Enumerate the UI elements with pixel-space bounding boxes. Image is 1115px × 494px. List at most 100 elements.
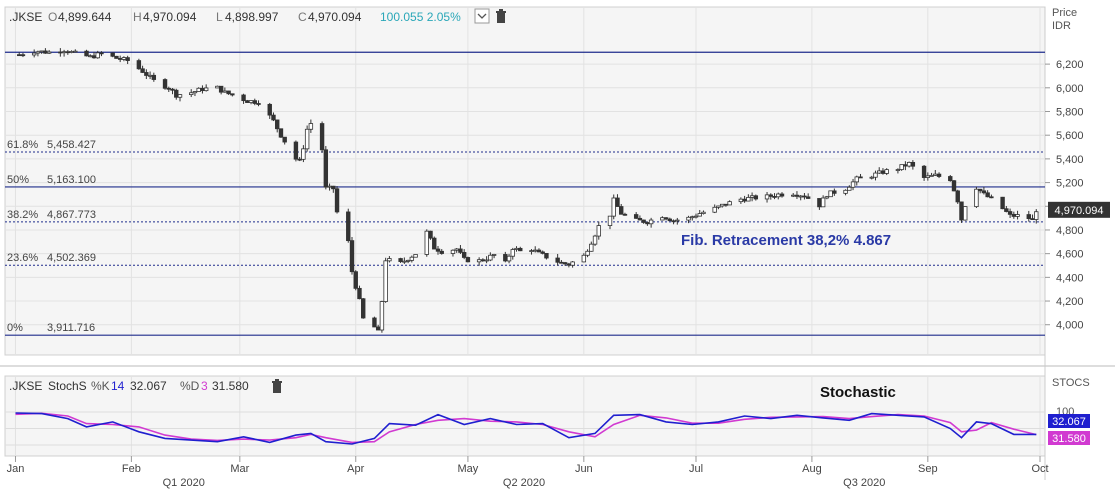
candle-up <box>660 217 665 221</box>
header-open-value: 4,899.644 <box>58 10 112 24</box>
candle-up <box>791 194 796 197</box>
candle-down <box>319 123 325 151</box>
candle-up <box>925 175 931 178</box>
candle-down <box>622 213 628 216</box>
candle-up <box>828 190 833 198</box>
candle-up <box>592 235 598 245</box>
fib-value-label: 4,502.369 <box>47 252 96 264</box>
quarter-label: Q2 2020 <box>503 477 545 489</box>
stoch-d-value: 31.580 <box>212 379 249 393</box>
candle-down <box>559 261 564 264</box>
candle-up <box>147 74 153 77</box>
candle-down <box>880 170 886 174</box>
candle-down <box>275 119 280 130</box>
candle-down <box>331 185 336 190</box>
candle-down <box>256 103 261 105</box>
candle-up <box>73 50 78 53</box>
candle-up <box>764 194 770 200</box>
month-label: Oct <box>1031 463 1048 475</box>
candle-up <box>589 243 594 252</box>
header-dropdown-button[interactable] <box>474 8 490 24</box>
candle-down <box>465 257 471 263</box>
candle-down <box>817 198 822 208</box>
candle-down <box>43 50 48 54</box>
trash-icon[interactable] <box>496 9 506 23</box>
month-label: Sep <box>918 463 938 475</box>
candle-up <box>581 254 587 263</box>
candle-down <box>562 262 568 265</box>
candle-down <box>544 252 549 259</box>
price-axis-currency: IDR <box>1052 20 1071 32</box>
month-label: May <box>458 463 479 475</box>
candle-down <box>555 257 560 263</box>
candle-down <box>948 176 953 182</box>
candle-up <box>488 254 493 261</box>
candle-up <box>974 188 979 208</box>
fib-value-label: 5,458.427 <box>47 139 96 151</box>
candle-down <box>252 100 257 104</box>
candle-up <box>1034 211 1039 220</box>
candle-up <box>648 219 654 225</box>
stoch-k-label: %K <box>91 379 110 393</box>
last-price-label: 4,970.094 <box>1055 205 1104 217</box>
price-tick-label: 5,600 <box>1056 130 1084 142</box>
candle-down <box>136 60 142 70</box>
header-high-label: H <box>133 10 142 24</box>
candle-down <box>641 219 646 223</box>
candle-up <box>877 170 882 174</box>
candle-down <box>858 176 863 179</box>
candle-up <box>850 181 856 188</box>
candle-down <box>936 173 942 177</box>
stoch-k-period: 14 <box>111 379 125 393</box>
candle-down <box>17 54 22 57</box>
month-label: Jun <box>575 463 593 475</box>
candle-up <box>121 57 127 60</box>
header-symbol: .JKSE <box>9 10 42 24</box>
candle-down <box>989 196 994 199</box>
fib-pct-label: 0% <box>7 322 23 334</box>
candle-up <box>196 87 201 92</box>
candle-down <box>461 252 467 258</box>
candle-down <box>768 194 773 197</box>
stoch-trash-icon[interactable] <box>272 379 282 393</box>
candle-up <box>690 216 695 219</box>
stoch-d-label: %D <box>180 379 200 393</box>
candle-up <box>510 249 515 257</box>
stoch-d-badge-text: 31.580 <box>1052 433 1086 445</box>
month-label: Feb <box>122 463 141 475</box>
candle-up <box>596 225 601 237</box>
candle-down <box>540 251 545 254</box>
candle-down <box>432 237 437 250</box>
candle-up <box>701 211 706 214</box>
candle-down <box>903 164 908 167</box>
candle-up <box>387 258 392 262</box>
candle-down <box>645 222 650 225</box>
candle-up <box>95 52 100 59</box>
candle-down <box>278 128 284 138</box>
candle-down <box>58 51 63 54</box>
candle-up <box>304 128 310 150</box>
candle-down <box>985 192 990 198</box>
price-tick-label: 4,000 <box>1056 320 1084 332</box>
month-label: Mar <box>230 463 249 475</box>
candle-up <box>529 250 534 253</box>
stoch-k-badge <box>1048 414 1090 428</box>
candle-up <box>963 206 968 221</box>
price-tick-label: 4,600 <box>1056 249 1084 261</box>
header-low-label: L <box>216 10 223 24</box>
fib-pct-label: 50% <box>7 174 29 186</box>
last-price-badge <box>1048 201 1110 218</box>
candle-up <box>506 255 512 262</box>
stoch-d-badge <box>1048 431 1090 445</box>
candle-up <box>327 185 332 188</box>
candle-down <box>480 259 486 262</box>
candle-up <box>450 249 456 254</box>
candles <box>17 48 1039 333</box>
candle-down <box>805 196 811 199</box>
candle-down <box>794 194 800 197</box>
candle-down <box>20 54 26 57</box>
candle-up <box>454 248 459 251</box>
candle-down <box>267 103 272 116</box>
